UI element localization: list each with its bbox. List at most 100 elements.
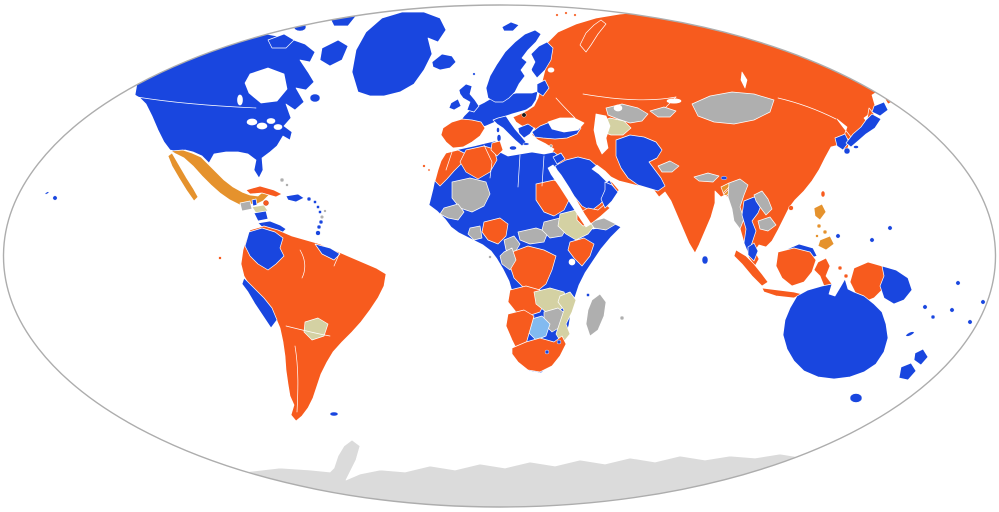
region-micronesia-a	[869, 237, 875, 243]
region-algeria	[459, 145, 498, 180]
region-cyprus	[549, 144, 553, 148]
region-antilles-5	[316, 224, 322, 230]
region-visayas-a	[816, 223, 822, 229]
region-corsica	[496, 127, 500, 133]
border-guyana	[333, 251, 341, 267]
region-bhutan	[720, 175, 728, 181]
region-car	[517, 227, 549, 245]
region-ireland	[448, 98, 462, 111]
region-papua-new-guinea	[879, 265, 913, 305]
lake-victoria	[568, 258, 576, 266]
region-guatemala	[239, 200, 253, 212]
region-pacific-b	[980, 299, 986, 305]
region-nigeria	[481, 217, 509, 245]
region-trinidad	[315, 230, 321, 236]
region-madagascar	[585, 293, 607, 337]
lake-huron	[266, 118, 276, 124]
region-moluccas-b	[843, 273, 849, 279]
region-iberia	[440, 118, 486, 149]
region-afghanistan-pakistan	[615, 134, 666, 192]
region-jamaica	[263, 200, 269, 206]
region-mozambique	[555, 291, 577, 345]
region-kyushu	[843, 147, 851, 155]
border-kazakhstan-china	[665, 96, 677, 108]
region-peru	[241, 277, 278, 329]
border-russia-china	[777, 97, 837, 120]
red-sea	[547, 164, 592, 228]
border-brazil-argentina	[285, 325, 331, 337]
region-mali	[451, 177, 491, 213]
water-bodies	[237, 62, 748, 266]
hudson-bay	[244, 67, 288, 104]
lake-baikal	[740, 71, 748, 89]
region-bahamas-a	[279, 177, 285, 183]
region-mongolia	[691, 91, 775, 125]
region-franz-josef-b	[564, 11, 568, 15]
region-luzon	[813, 203, 827, 221]
region-italy	[492, 115, 527, 147]
region-colombia	[244, 227, 285, 271]
region-jordan	[552, 152, 566, 165]
region-pacific-a	[955, 280, 961, 286]
region-hainan	[788, 205, 794, 211]
region-morocco	[434, 149, 467, 187]
region-laos	[753, 190, 773, 216]
region-nz-north	[913, 348, 929, 366]
black-sea	[547, 117, 585, 133]
lake-michigan	[256, 122, 268, 130]
region-ghana-togo	[467, 225, 483, 241]
region-hawaii	[52, 195, 58, 201]
region-faroe	[472, 72, 476, 76]
region-nz-south	[898, 362, 917, 381]
region-moluccas-a	[837, 265, 843, 271]
region-bahamas-b	[285, 183, 289, 187]
lake-winnipeg	[237, 94, 243, 106]
region-kalimantan	[775, 247, 817, 287]
region-antilles-gray-2	[323, 209, 327, 213]
region-antilles-4	[318, 219, 324, 225]
gulf-of-bothnia	[524, 62, 534, 82]
lake-ladoga	[547, 67, 555, 73]
region-hispaniola	[285, 193, 305, 203]
region-shikoku	[853, 145, 859, 149]
border-morocco-algeria	[445, 151, 453, 171]
region-franz-josef-c	[573, 13, 577, 17]
region-nicaragua	[253, 210, 269, 222]
region-cuba	[245, 185, 283, 198]
region-sao-tome	[488, 255, 492, 259]
region-hawaii-chain	[44, 191, 50, 195]
region-antilles-gray-1	[319, 214, 325, 220]
region-mindanao	[817, 235, 835, 251]
region-pacific-d	[967, 319, 973, 325]
region-lesotho	[544, 349, 550, 355]
region-drc	[509, 245, 557, 293]
region-micronesia-b	[887, 225, 893, 231]
region-canary-b	[427, 168, 431, 172]
region-kashmir	[657, 160, 680, 173]
lake-superior	[246, 118, 258, 126]
region-vanuatu	[922, 304, 928, 310]
region-finland	[530, 41, 554, 79]
region-cambodia	[757, 216, 777, 232]
border-russia-ukraine	[555, 97, 576, 119]
region-west-papua	[849, 261, 887, 303]
region-kenya	[567, 237, 595, 267]
region-iceland	[431, 53, 457, 71]
region-comoros	[586, 293, 590, 297]
region-taiwan	[820, 190, 826, 198]
persian-gulf	[591, 164, 613, 183]
border-algeria-libya	[483, 144, 493, 179]
region-sri-lanka	[701, 255, 709, 265]
region-newfoundland	[309, 93, 321, 103]
region-cameroon	[503, 235, 521, 255]
region-oman	[600, 181, 619, 209]
region-south-africa	[511, 335, 567, 373]
region-victoria-island	[267, 33, 295, 49]
region-hokkaido	[871, 101, 889, 117]
region-falkland-islands	[329, 411, 339, 417]
region-franz-josef-a	[555, 13, 559, 17]
border-libya-egypt	[517, 154, 521, 188]
region-new-caledonia	[905, 331, 915, 337]
region-kosovo	[521, 112, 527, 118]
